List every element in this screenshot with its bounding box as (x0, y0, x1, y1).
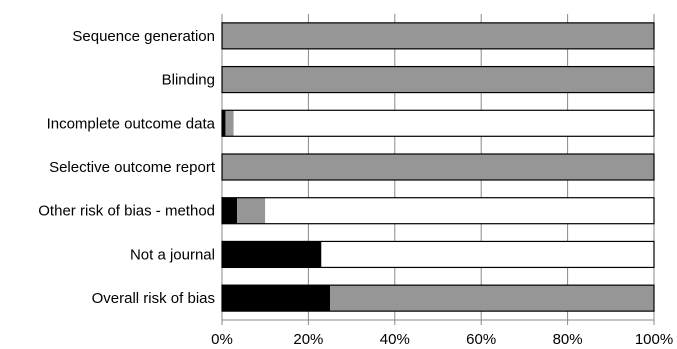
bar-segment-white (321, 241, 654, 268)
x-tick-label: 40% (380, 331, 410, 348)
x-tick-label: 60% (466, 331, 496, 348)
bar-outline (221, 284, 655, 312)
category-label: Overall risk of bias (92, 290, 215, 307)
bar-segment-grey (225, 110, 234, 137)
bar-outline (221, 65, 655, 94)
bars (221, 22, 655, 312)
bar-outline (221, 240, 655, 269)
bar-segment-grey (222, 22, 654, 49)
x-axis-ticks: 0% 20% 40% 60% 80% 100% (211, 320, 673, 348)
bar-outline (221, 197, 655, 225)
x-tick-label: 100% (635, 331, 673, 348)
bar-segment-black (222, 241, 322, 268)
bar-segment-grey (222, 154, 654, 180)
x-tick-label: 80% (553, 331, 583, 348)
category-label: Blinding (162, 72, 215, 89)
bar-outline (221, 22, 655, 50)
bar-segment-black (222, 110, 226, 137)
category-label: Not a journal (130, 246, 215, 263)
bar-segment-white (265, 197, 654, 224)
x-tick-label: 20% (293, 331, 323, 348)
category-label: Selective outcome report (49, 159, 216, 176)
bar-outline (221, 109, 655, 137)
x-tick-label: 0% (211, 331, 233, 348)
bar-outline (221, 153, 655, 181)
bar-segment-black (222, 197, 238, 224)
bar-segment-grey (237, 197, 266, 224)
category-label: Incomplete outcome data (47, 115, 216, 132)
category-label: Other risk of bias - method (38, 203, 215, 220)
bar-segment-grey (330, 285, 654, 312)
bar-segment-white (233, 110, 654, 137)
category-label: Sequence generation (72, 28, 215, 45)
category-labels: Sequence generation Blinding Incomplete ou… (38, 28, 216, 307)
bar-segment-grey (222, 66, 654, 93)
bar-segment-black (222, 285, 330, 312)
